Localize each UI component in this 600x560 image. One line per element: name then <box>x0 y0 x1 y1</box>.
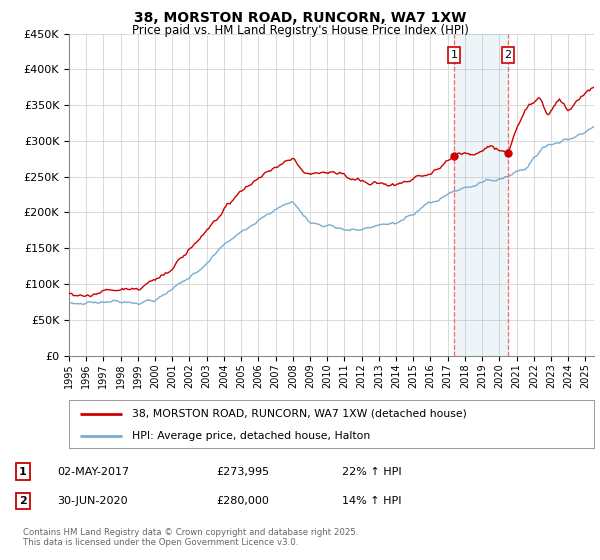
Text: 2: 2 <box>19 496 26 506</box>
Text: Price paid vs. HM Land Registry's House Price Index (HPI): Price paid vs. HM Land Registry's House … <box>131 24 469 36</box>
Text: 1: 1 <box>451 50 458 60</box>
Text: 30-JUN-2020: 30-JUN-2020 <box>57 496 128 506</box>
Text: £273,995: £273,995 <box>216 466 269 477</box>
Text: 22% ↑ HPI: 22% ↑ HPI <box>342 466 401 477</box>
Point <box>449 152 459 161</box>
Text: £280,000: £280,000 <box>216 496 269 506</box>
Text: 38, MORSTON ROAD, RUNCORN, WA7 1XW (detached house): 38, MORSTON ROAD, RUNCORN, WA7 1XW (deta… <box>132 409 467 419</box>
Text: 1: 1 <box>19 466 26 477</box>
Text: 02-MAY-2017: 02-MAY-2017 <box>57 466 129 477</box>
Text: Contains HM Land Registry data © Crown copyright and database right 2025.
This d: Contains HM Land Registry data © Crown c… <box>23 528 358 547</box>
Text: 2: 2 <box>505 50 511 60</box>
Text: HPI: Average price, detached house, Halton: HPI: Average price, detached house, Halt… <box>132 431 370 441</box>
Text: 14% ↑ HPI: 14% ↑ HPI <box>342 496 401 506</box>
Point <box>503 148 512 157</box>
Text: 38, MORSTON ROAD, RUNCORN, WA7 1XW: 38, MORSTON ROAD, RUNCORN, WA7 1XW <box>134 11 466 25</box>
Bar <box>454 34 508 356</box>
